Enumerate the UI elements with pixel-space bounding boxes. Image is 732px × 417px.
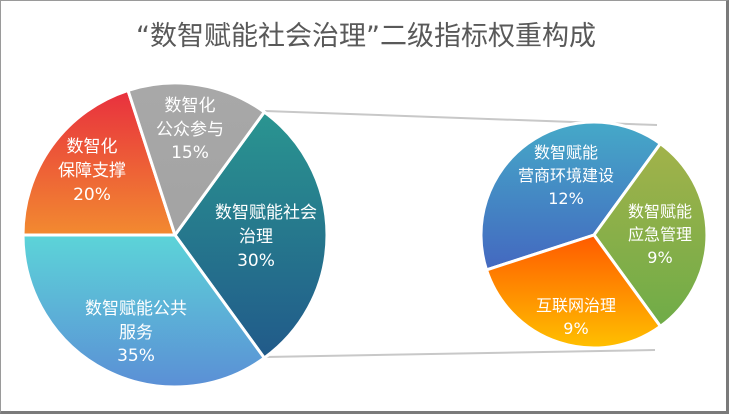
chart-title: “数智赋能社会治理”二级指标权重构成 [136, 21, 596, 52]
label-participation-line2: 公众参与 [156, 120, 224, 140]
label-social-governance-line1: 数智赋能社会 [215, 203, 317, 223]
slice-support[interactable] [21, 88, 177, 237]
label-emergency-line1: 数智赋能 [628, 202, 692, 221]
label-emergency-line2: 应急管理 [628, 225, 692, 244]
label-participation-line1: 数智化 [165, 96, 216, 116]
label-public-service-pct: 35% [117, 346, 155, 366]
label-internet-line1: 互联网治理 [536, 296, 616, 315]
label-business-line2: 营商环境建设 [518, 166, 614, 185]
label-business-pct: 12% [548, 189, 584, 208]
label-participation-pct: 15% [171, 143, 209, 163]
label-social-governance-line2: 治理 [239, 227, 273, 247]
label-social-governance-pct: 30% [237, 251, 275, 271]
label-support-line1: 数智化 [67, 137, 118, 157]
slice-internet-governance[interactable] [485, 233, 662, 350]
label-support-line2: 保障支撑 [58, 161, 126, 181]
label-internet-pct: 9% [563, 319, 588, 338]
label-business-line1: 数智赋能 [534, 143, 598, 162]
label-public-service-line2: 服务 [119, 323, 153, 343]
connector-line-bottom [265, 349, 656, 358]
label-public-service-line1: 数智赋能公共 [85, 299, 187, 319]
slice-business-environment[interactable] [479, 120, 662, 272]
slice-public-participation[interactable] [126, 81, 266, 237]
slice-social-governance[interactable] [173, 110, 329, 360]
label-emergency-pct: 9% [647, 248, 672, 267]
slice-public-service[interactable] [21, 233, 266, 389]
slice-emergency-management[interactable] [592, 142, 709, 328]
label-support-pct: 20% [73, 185, 111, 205]
